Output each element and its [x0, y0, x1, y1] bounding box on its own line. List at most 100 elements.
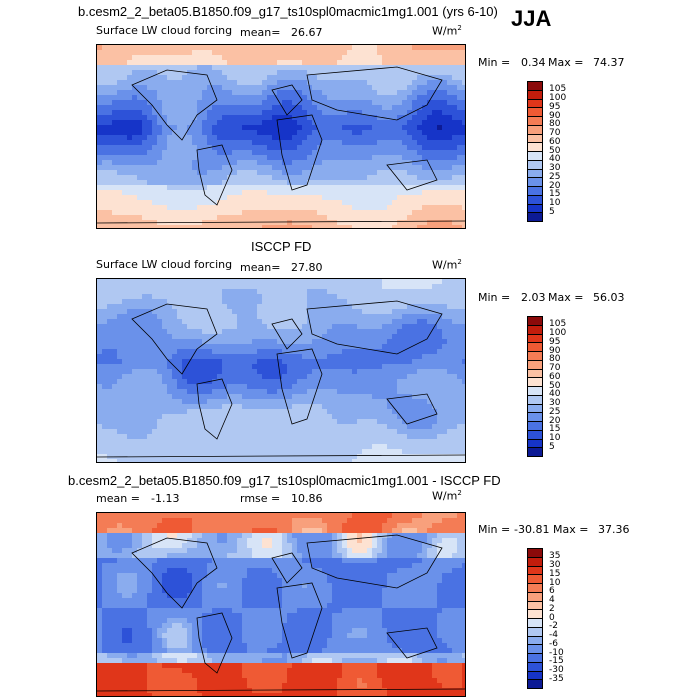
colorbar-tick-label: 10 [549, 198, 561, 208]
colorbar-tick-label: 40 [549, 154, 561, 165]
colorbar-tick-label: 100 [549, 328, 567, 338]
panel3-mean-label: mean = [96, 492, 140, 505]
colorbar-tick-label: -35 [549, 673, 564, 684]
panel3-title: b.cesm2_2_beta05.B1850.f09_g17_ts10spl0m… [68, 473, 501, 488]
colorbar-tick-label: 30 [549, 163, 561, 173]
colorbar-swatch [527, 212, 543, 222]
coastline [276, 348, 323, 425]
colorbar-tick-label: 20 [549, 415, 561, 426]
coastline [306, 534, 443, 589]
colorbar-tick-label: 40 [549, 389, 561, 400]
colorbar-tick-label: 95 [549, 336, 561, 347]
panel3-min-label: Min = [478, 523, 511, 536]
coastline [306, 66, 443, 121]
panel2-min-label: Min = [478, 291, 511, 304]
colorbar-tick-label: 4 [549, 595, 555, 605]
panel1-min-value: 0.34 [521, 56, 546, 69]
panel2-map [96, 278, 466, 463]
panel1-mean-label: mean= [240, 26, 281, 39]
panel1-min-label: Min = [478, 56, 511, 69]
colorbar-tick-label: 5 [549, 441, 555, 452]
panel3-map [96, 512, 466, 697]
colorbar-swatch [527, 447, 543, 457]
coastline [196, 612, 233, 674]
colorbar-tick-label: 90 [549, 110, 561, 121]
colorbar-tick-label: 80 [549, 354, 561, 365]
colorbar-tick-label: 80 [549, 119, 561, 130]
colorbar-tick-label: 90 [549, 345, 561, 356]
map-field [97, 45, 465, 228]
colorbar-tick-label: -6 [549, 638, 558, 649]
colorbar-tick-label: 50 [549, 380, 561, 391]
panel2-max-label: Max = [548, 291, 584, 304]
colorbar-tick-label: 105 [549, 319, 567, 330]
coastline [131, 69, 218, 141]
colorbar-tick-label: 50 [549, 145, 561, 156]
panel2-mean-value: 27.80 [291, 261, 323, 274]
colorbar-tick-label: 10 [549, 433, 561, 443]
coastline [97, 688, 465, 692]
colorbar-tick-label: 15 [549, 568, 561, 579]
panel2-mean-label: mean= [240, 261, 281, 274]
coastline [271, 318, 303, 350]
colorbar-tick-label: 100 [549, 93, 567, 103]
coastline [386, 627, 438, 659]
colorbar-tick-label: 25 [549, 406, 561, 417]
coastline [97, 454, 465, 458]
colorbar-tick-label: 15 [549, 424, 561, 435]
colorbar-tick-label: -15 [549, 656, 564, 667]
panel1-max-value: 74.37 [593, 56, 625, 69]
colorbar-tick-label: 20 [549, 180, 561, 191]
coastline [97, 220, 465, 224]
colorbar-tick-label: 70 [549, 128, 561, 138]
colorbar-tick-label: 60 [549, 371, 561, 382]
coastline [276, 582, 323, 659]
colorbar-tick-label: 0 [549, 612, 555, 623]
colorbar-swatch [527, 679, 543, 689]
colorbar-tick-label: 10 [549, 577, 561, 588]
panel3-rmse-value: 10.86 [291, 492, 323, 505]
panel1-map [96, 44, 466, 229]
colorbar-tick-label: -30 [549, 665, 564, 675]
colorbar-tick-label: 15 [549, 189, 561, 200]
coastline [276, 114, 323, 191]
coastline [306, 300, 443, 355]
coastline [196, 144, 233, 206]
panel3-mean-value: -1.13 [151, 492, 180, 505]
colorbar-tick-label: 30 [549, 398, 561, 408]
panel3-rmse-label: rmse = [240, 492, 281, 505]
panel2-min-value: 2.03 [521, 291, 546, 304]
panel1-max-label: Max = [548, 56, 584, 69]
colorbar-tick-label: 5 [549, 206, 555, 217]
coastline [131, 303, 218, 375]
panel1-field-label: Surface LW cloud forcing [96, 24, 233, 37]
coastline [196, 378, 233, 440]
coastline [271, 552, 303, 584]
panel1-units: W/m2 [432, 24, 462, 38]
coastline [386, 159, 438, 191]
coastline [271, 84, 303, 116]
colorbar-tick-label: -2 [549, 621, 558, 632]
colorbar-tick-label: 105 [549, 84, 567, 95]
colorbar-tick-label: 25 [549, 171, 561, 182]
panel2-max-value: 56.03 [593, 291, 625, 304]
colorbar-tick-label: -4 [549, 630, 558, 640]
colorbar-tick-label: 35 [549, 551, 561, 562]
colorbar-tick-label: 95 [549, 101, 561, 112]
panel3-max-label: Max = [553, 523, 589, 536]
panel2-units: W/m2 [432, 258, 462, 272]
colorbar-tick-label: 60 [549, 136, 561, 147]
panel1-mean-value: 26.67 [291, 26, 323, 39]
map-field [97, 513, 465, 696]
colorbar-tick-label: 70 [549, 363, 561, 373]
coastline [131, 537, 218, 609]
panel3-max-value: 37.36 [598, 523, 630, 536]
colorbar-tick-label: 30 [549, 560, 561, 570]
panel3-min-value: -30.81 [514, 523, 550, 536]
map-field [97, 279, 465, 462]
panel2-title: ISCCP FD [251, 239, 312, 254]
panel3-units: W/m2 [432, 489, 462, 503]
colorbar-tick-label: 6 [549, 586, 555, 597]
coastline [386, 393, 438, 425]
colorbar-tick-label: 2 [549, 603, 555, 614]
